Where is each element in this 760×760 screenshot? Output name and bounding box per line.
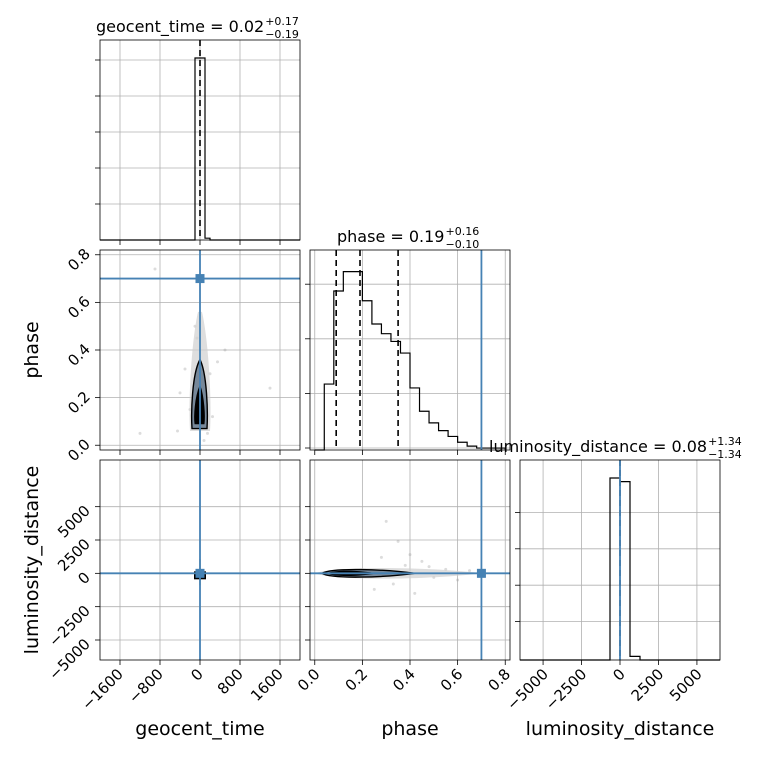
xtick-label-geocent-2: 0 xyxy=(187,665,206,684)
truth-marker xyxy=(195,274,205,284)
scatter-point-lumdist-3 xyxy=(420,559,424,563)
ytick-label-phase-4: 0.8 xyxy=(64,245,94,275)
ytick-label-lumdist-4: 5000 xyxy=(54,502,94,542)
scatter-point-11 xyxy=(153,267,157,271)
xtick-label-phase-4: 0.8 xyxy=(484,665,514,695)
title-main-phase: phase = 0.19 xyxy=(337,227,444,246)
scatter-point-10 xyxy=(268,386,272,390)
title-main-geocent_time: geocent_time = 0.02 xyxy=(96,17,264,37)
panel-geocent-vs-phase xyxy=(99,249,301,451)
ytick-label-phase-0: 0.0 xyxy=(64,435,94,465)
title-main-luminosity_distance: luminosity_distance = 0.08 xyxy=(489,437,707,457)
ytick-label-lumdist-2: 0 xyxy=(74,568,93,587)
panel-phase-vs-lumdist xyxy=(309,459,511,661)
title-sub-geocent_time: −0.19 xyxy=(265,28,299,41)
scatter-point-lumdist-0 xyxy=(384,519,388,523)
scatter-point-0 xyxy=(178,391,182,395)
scatter-point-lumdist-7 xyxy=(468,569,472,573)
scatter-point-lumdist-6 xyxy=(456,578,460,582)
xtick-label-geocent-1: −800 xyxy=(125,665,167,707)
scatter-point-4 xyxy=(216,360,219,364)
xtick-label-lumdist-2: 0 xyxy=(609,665,628,684)
panel-title-phase: phase = 0.19 +0.16−0.10 xyxy=(337,225,479,251)
xlabel-phase: phase xyxy=(381,718,438,740)
xtick-label-phase-1: 0.2 xyxy=(342,665,372,695)
ytick-label-lumdist-3: 2500 xyxy=(54,535,94,575)
scatter-point-8 xyxy=(202,438,206,442)
truth-marker-3 xyxy=(476,568,486,578)
xtick-label-lumdist-1: −2500 xyxy=(542,665,591,714)
xtick-label-phase-2: 0.4 xyxy=(389,665,419,695)
panel-hist-luminosity-distance xyxy=(519,459,721,661)
scatter-point-lumdist-8 xyxy=(372,587,376,591)
title-sub-luminosity_distance: −1.34 xyxy=(708,448,742,461)
title-sub-phase: −0.10 xyxy=(445,238,479,251)
panel-title-luminosity_distance: luminosity_distance = 0.08 +1.34−1.34 xyxy=(489,435,742,461)
scatter-point-13 xyxy=(211,415,214,419)
scatter-point-lumdist-11 xyxy=(413,591,417,595)
scatter-point-1 xyxy=(176,429,179,433)
panel-title-geocent_time: geocent_time = 0.02 +0.17−0.19 xyxy=(96,15,299,41)
title-sup-geocent_time: +0.17 xyxy=(265,15,299,28)
scatter-point-6 xyxy=(206,431,209,435)
xtick-label-geocent-3: 800 xyxy=(214,665,247,698)
xtick-label-lumdist-0: −5000 xyxy=(503,665,552,714)
ytick-label-phase-2: 0.4 xyxy=(64,340,94,370)
scatter-point-lumdist-13 xyxy=(379,555,383,559)
panel-geocent-vs-lumdist xyxy=(99,459,301,661)
xtick-label-geocent-0: −1600 xyxy=(78,665,127,714)
truth-marker-2 xyxy=(195,568,205,578)
scatter-point-12 xyxy=(138,431,142,435)
xtick-label-geocent-4: 1600 xyxy=(247,665,287,705)
panel-hist-geocent-time xyxy=(99,39,301,241)
xtick-label-lumdist-4: 5000 xyxy=(666,665,706,705)
panel-hist-phase xyxy=(309,249,511,451)
ytick-label-phase-3: 0.6 xyxy=(64,292,94,322)
scatter-point-lumdist-12 xyxy=(403,563,407,567)
scatter-point-lumdist-14 xyxy=(427,565,431,569)
scatter-point-lumdist-2 xyxy=(408,553,412,557)
xlabel-luminosity-distance: luminosity_distance xyxy=(526,718,715,740)
title-sup-luminosity_distance: +1.34 xyxy=(708,435,742,448)
scatter-point-14 xyxy=(183,367,187,371)
scatter-point-lumdist-10 xyxy=(391,582,395,586)
xtick-label-lumdist-3: 2500 xyxy=(628,665,668,705)
xlabel-geocent-time: geocent_time xyxy=(135,718,264,740)
hist-phase xyxy=(314,271,506,451)
ylabel-phase: phase xyxy=(21,321,43,378)
scatter-point-lumdist-1 xyxy=(396,539,400,543)
ylabel-luminosity-distance: luminosity_distance xyxy=(21,466,43,655)
xtick-label-phase-3: 0.6 xyxy=(437,665,467,695)
title-sup-phase: +0.16 xyxy=(445,225,479,238)
ytick-label-phase-1: 0.2 xyxy=(64,388,94,418)
xtick-label-phase-0: 0.0 xyxy=(294,665,324,695)
scatter-point-3 xyxy=(223,348,227,352)
